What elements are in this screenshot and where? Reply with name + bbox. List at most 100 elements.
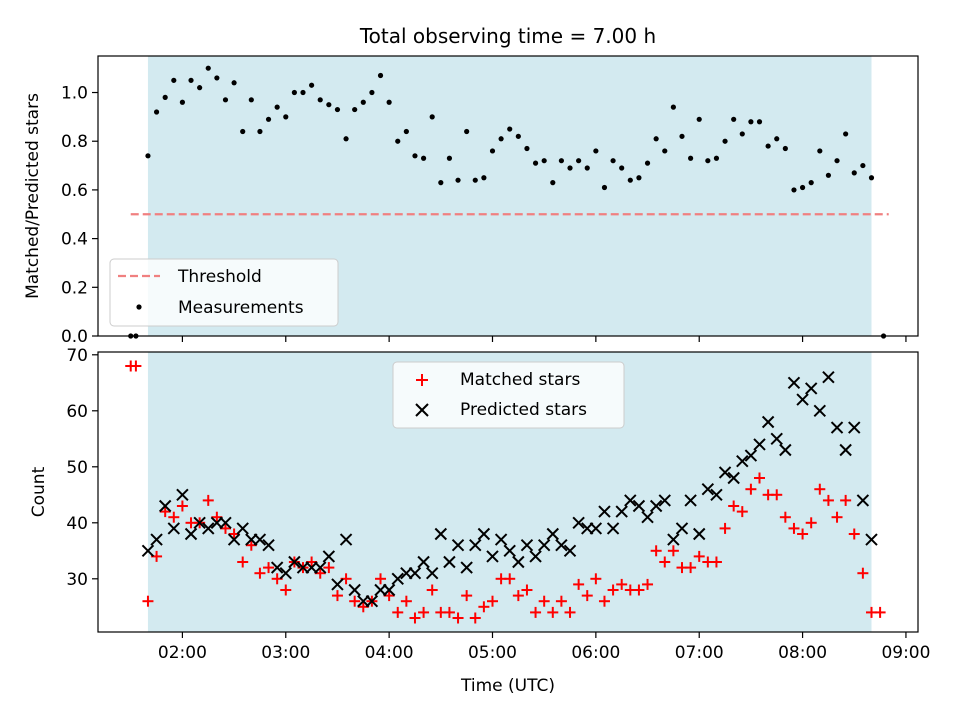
matched-star-point	[392, 606, 404, 618]
count-x-tick-label: 06:00	[571, 643, 620, 663]
predicted-star-point	[753, 438, 766, 451]
measurement-point	[472, 177, 478, 183]
measurement-point	[593, 148, 599, 154]
measurement-point	[498, 136, 504, 142]
matched-star-point	[831, 511, 843, 523]
measurement-point	[515, 133, 521, 139]
measurement-point	[619, 165, 625, 171]
matched-star-point	[736, 506, 748, 518]
matched-star-point	[168, 511, 180, 523]
matched-star-point	[719, 522, 731, 534]
predicted-star-point	[813, 404, 827, 418]
measurement-point	[765, 143, 771, 149]
predicted-star-point	[770, 432, 783, 446]
predicted-star-point	[529, 550, 542, 563]
predicted-star-point	[718, 466, 732, 479]
count-x-ticks: 02:00 03:00 04:00 05:00 06:00 07:00 08:00 09:00	[158, 632, 930, 663]
matched-star-point	[538, 595, 550, 607]
predicted-star-point	[408, 566, 422, 580]
measurement-point	[808, 180, 814, 186]
predicted-star-point	[494, 533, 508, 546]
predicted-star-point	[727, 471, 740, 485]
matched-star-point	[745, 483, 757, 495]
measurement-point	[257, 128, 263, 135]
matched-star-point	[633, 584, 645, 596]
count-x-axis-label: Time (UTC)	[460, 676, 555, 696]
measurement-point	[524, 145, 530, 152]
count-x-tick-label: 03:00	[261, 643, 310, 663]
count-y-axis-label: Count	[29, 466, 49, 517]
matched-star-point	[504, 573, 516, 585]
count-y-tick-label: 60	[66, 402, 88, 422]
predicted-star-point	[865, 533, 878, 546]
predicted-star-point	[736, 454, 749, 468]
predicted-star-point	[537, 538, 551, 552]
predicted-star-point	[572, 516, 585, 530]
matched-star-point	[202, 494, 214, 506]
predicted-star-point	[598, 505, 611, 518]
predicted-star-point	[314, 561, 327, 574]
measurement-point	[171, 77, 177, 83]
matched-star-point	[478, 601, 490, 613]
predicted-star-point	[641, 510, 654, 524]
measurement-points	[128, 65, 887, 339]
measurement-point	[834, 158, 840, 164]
predicted-star-point	[761, 415, 775, 429]
measurement-point	[860, 162, 866, 169]
predicted-star-point	[512, 555, 525, 569]
measurement-point	[222, 97, 229, 103]
matched-star-point	[461, 590, 473, 602]
measurement-point	[705, 158, 711, 164]
predicted-star-point	[425, 566, 439, 580]
matched-star-point	[452, 612, 464, 624]
matched-star-point	[555, 595, 567, 607]
predicted-star-point	[649, 499, 663, 513]
matched-star-point	[349, 595, 361, 607]
ratio-legend-box	[109, 258, 339, 327]
measurement-point	[713, 155, 720, 161]
measurement-point	[205, 65, 211, 71]
predicted-star-point	[563, 544, 577, 558]
count-y-tick-label: 50	[66, 458, 88, 478]
measurement-point	[231, 80, 237, 86]
matched-star-point	[280, 584, 292, 596]
predicted-star-point	[787, 376, 801, 390]
predicted-star-point	[658, 494, 671, 507]
measurement-point	[188, 77, 194, 83]
measurement-point	[153, 109, 160, 115]
predicted-star-point	[796, 393, 809, 406]
count-x-tick-label: 02:00	[158, 643, 207, 663]
matched-star-point	[142, 595, 154, 607]
measurement-point	[464, 128, 470, 135]
predicted-star-point	[779, 443, 792, 457]
ratio-legend: Threshold Measurements	[109, 258, 339, 327]
measurement-point	[145, 153, 151, 159]
predicted-star-point	[555, 538, 568, 552]
matched-star-point	[848, 528, 860, 540]
matched-star-point	[874, 606, 886, 618]
predicted-star-point	[227, 533, 241, 546]
ratio-panel-frame	[97, 55, 919, 337]
count-x-tick-label: 04:00	[365, 643, 414, 663]
measurement-point	[576, 158, 582, 164]
matched-star-point	[176, 500, 188, 512]
measurement-point	[403, 128, 409, 135]
measurement-point	[636, 175, 642, 181]
matched-star-point	[607, 584, 619, 596]
predicted-star-point	[520, 538, 534, 552]
predicted-star-point	[589, 522, 603, 535]
measurement-point	[817, 148, 823, 154]
predicted-star-point	[279, 566, 292, 580]
measurement-point	[360, 99, 366, 105]
measurement-point	[688, 155, 694, 161]
predicted-star-point	[701, 482, 715, 496]
predicted-star-point	[839, 443, 852, 457]
measurement-point	[240, 128, 246, 135]
predicted-star-point	[451, 538, 465, 552]
measurement-point	[610, 158, 616, 164]
predicted-star-point	[150, 533, 163, 546]
matched-star-point	[254, 567, 266, 579]
predicted-star-point	[486, 550, 499, 563]
measurement-point	[868, 175, 875, 181]
